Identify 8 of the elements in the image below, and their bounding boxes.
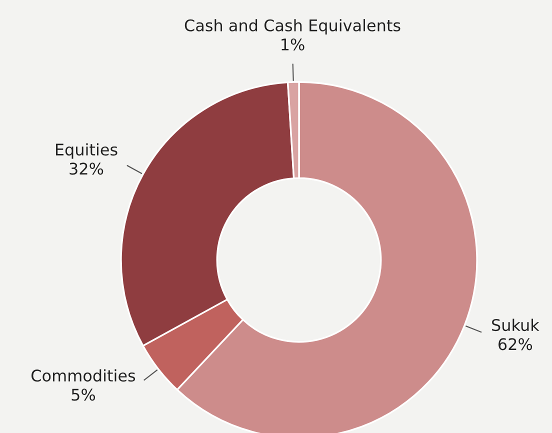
slice-label: Sukuk [492,318,540,332]
slice-label: Commodities [32,369,136,382]
slice-label: Cash and Cash Equivalents [184,19,400,35]
data-label: 62% [498,338,532,350]
data-label: 5% [72,388,96,401]
data-label: 1% [282,38,304,51]
slice-label: Equities [56,143,118,159]
data-label: 32% [70,162,104,175]
